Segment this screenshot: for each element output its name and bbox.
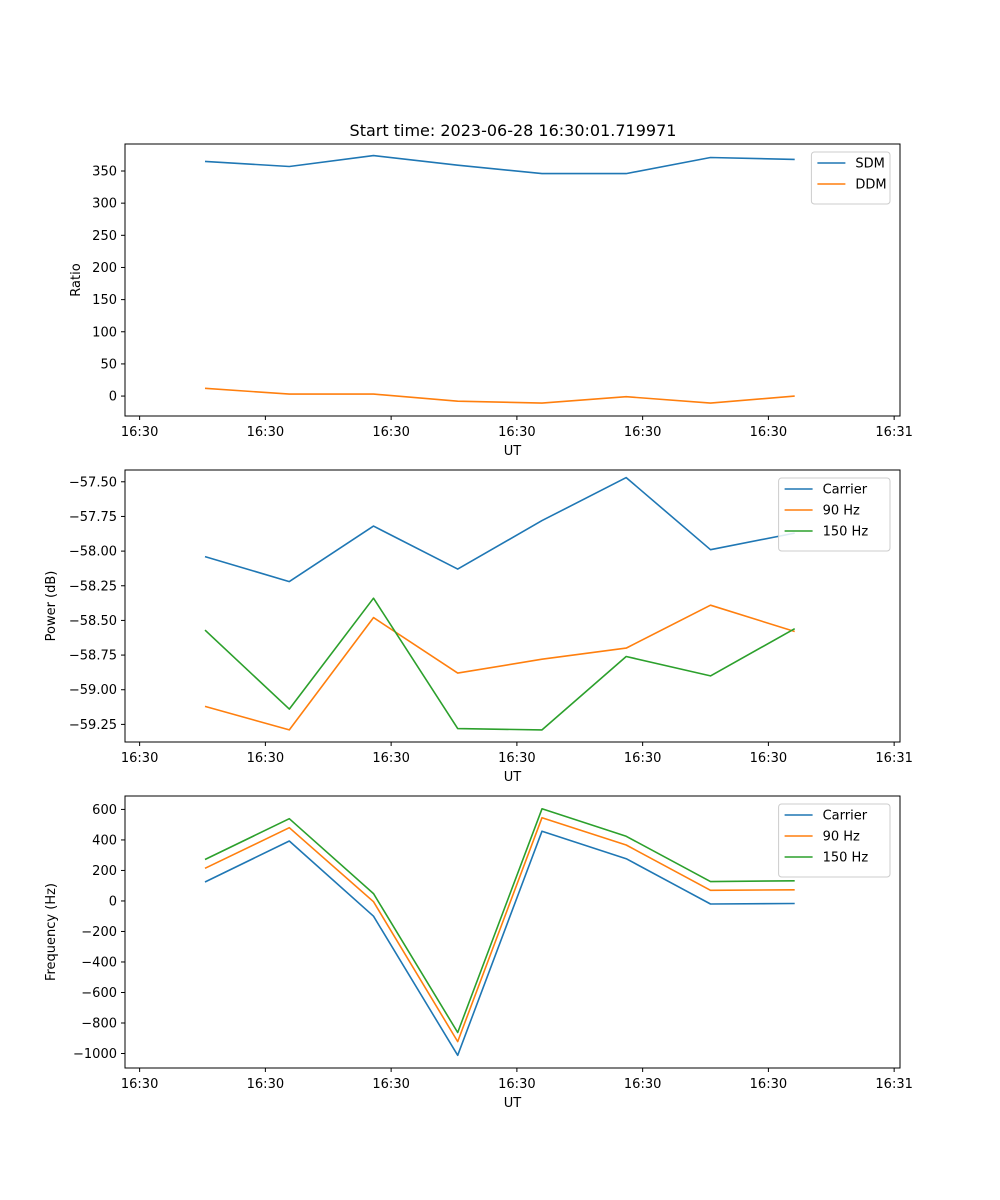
x-axis-label: UT	[504, 444, 522, 459]
chart-title: Start time: 2023-06-28 16:30:01.719971	[350, 121, 677, 140]
legend-label: SDM	[855, 157, 884, 172]
series-line-2	[204, 387, 795, 404]
y-tick-label: 0	[109, 894, 117, 909]
x-tick-label: 16:30	[247, 1077, 284, 1092]
series-line-3	[204, 807, 795, 1034]
legend	[778, 477, 891, 552]
legend-label: 90 Hz	[823, 830, 860, 845]
y-tick-label: 50	[100, 357, 117, 372]
chart-panel-2: −59.25 −59.00 −58.75 −58.50 −58.25 −58.00 −57.…	[44, 469, 913, 785]
plot-frame	[124, 469, 901, 743]
x-tick-label: 16:30	[247, 751, 284, 766]
chart-panel-1: 0 50 100 150 200 250 300 350 16:30 16:30 16:30 16:3…	[69, 143, 913, 459]
x-tick-label: 16:31	[875, 1077, 912, 1092]
y-axis-label: Power (dB)	[44, 571, 59, 642]
x-tick-label: 16:30	[498, 425, 535, 440]
x-axis-label: UT	[504, 770, 522, 785]
y-tick-label: 0	[109, 390, 117, 405]
series-line-1	[204, 830, 795, 1057]
y-tick-label: −1000	[73, 1047, 117, 1062]
plot-frame	[124, 795, 901, 1069]
y-tick-label: −200	[81, 925, 117, 940]
y-tick-label: −600	[81, 986, 117, 1001]
x-tick-label: 16:30	[372, 425, 409, 440]
y-tick-label: 100	[92, 325, 117, 340]
chart-panel-3: −1000 −800 −600 −400 −200 0 200 400 600 16:30 16:3…	[44, 795, 913, 1111]
y-tick-label: 350	[92, 165, 117, 180]
legend-label: DDM	[855, 178, 886, 193]
x-axis-label: UT	[504, 1096, 522, 1111]
y-tick-label: −58.25	[69, 579, 117, 594]
plot-frame	[124, 143, 901, 417]
x-tick-label: 16:30	[498, 1077, 535, 1092]
x-tick-label: 16:30	[121, 1077, 158, 1092]
x-tick-label: 16:30	[372, 751, 409, 766]
y-tick-label: −59.00	[69, 683, 117, 698]
y-tick-label: 200	[92, 261, 117, 276]
legend	[810, 151, 891, 205]
x-tick-label: 16:30	[498, 751, 535, 766]
legend-label: 150 Hz	[823, 851, 869, 866]
x-tick-label: 16:30	[624, 751, 661, 766]
y-tick-label: −57.50	[69, 475, 117, 490]
x-tick-label: 16:30	[624, 1077, 661, 1092]
y-tick-label: −59.25	[69, 718, 117, 733]
y-tick-label: 250	[92, 229, 117, 244]
series-line-3	[204, 597, 796, 731]
series-line-2	[204, 816, 795, 1043]
x-tick-label: 16:30	[624, 425, 661, 440]
legend-label: Carrier	[823, 809, 868, 824]
series-line-1	[204, 154, 795, 175]
y-tick-label: 150	[92, 293, 117, 308]
x-tick-label: 16:30	[750, 1077, 787, 1092]
legend-label: 90 Hz	[823, 504, 860, 519]
y-tick-label: 200	[92, 864, 117, 879]
series-line-1	[204, 476, 795, 583]
x-tick-label: 16:30	[121, 425, 158, 440]
y-tick-label: −57.75	[69, 510, 117, 525]
y-tick-label: 600	[92, 803, 117, 818]
x-tick-label: 16:30	[750, 425, 787, 440]
y-axis-label: Frequency (Hz)	[44, 883, 59, 981]
y-tick-label: −58.00	[69, 545, 117, 560]
y-tick-label: 300	[92, 197, 117, 212]
legend	[778, 803, 891, 878]
x-tick-label: 16:30	[750, 751, 787, 766]
y-tick-label: −400	[81, 955, 117, 970]
series-line-2	[204, 604, 795, 731]
x-tick-label: 16:30	[372, 1077, 409, 1092]
legend-label: 150 Hz	[823, 525, 869, 540]
x-tick-label: 16:31	[875, 751, 912, 766]
x-tick-label: 16:30	[247, 425, 284, 440]
legend-label: Carrier	[823, 483, 868, 498]
x-tick-label: 16:31	[875, 425, 912, 440]
y-tick-label: −58.50	[69, 614, 117, 629]
x-tick-label: 16:30	[121, 751, 158, 766]
y-tick-label: 400	[92, 833, 117, 848]
y-axis-label: Ratio	[69, 263, 84, 296]
y-tick-label: −58.75	[69, 649, 117, 664]
y-tick-label: −800	[81, 1016, 117, 1031]
